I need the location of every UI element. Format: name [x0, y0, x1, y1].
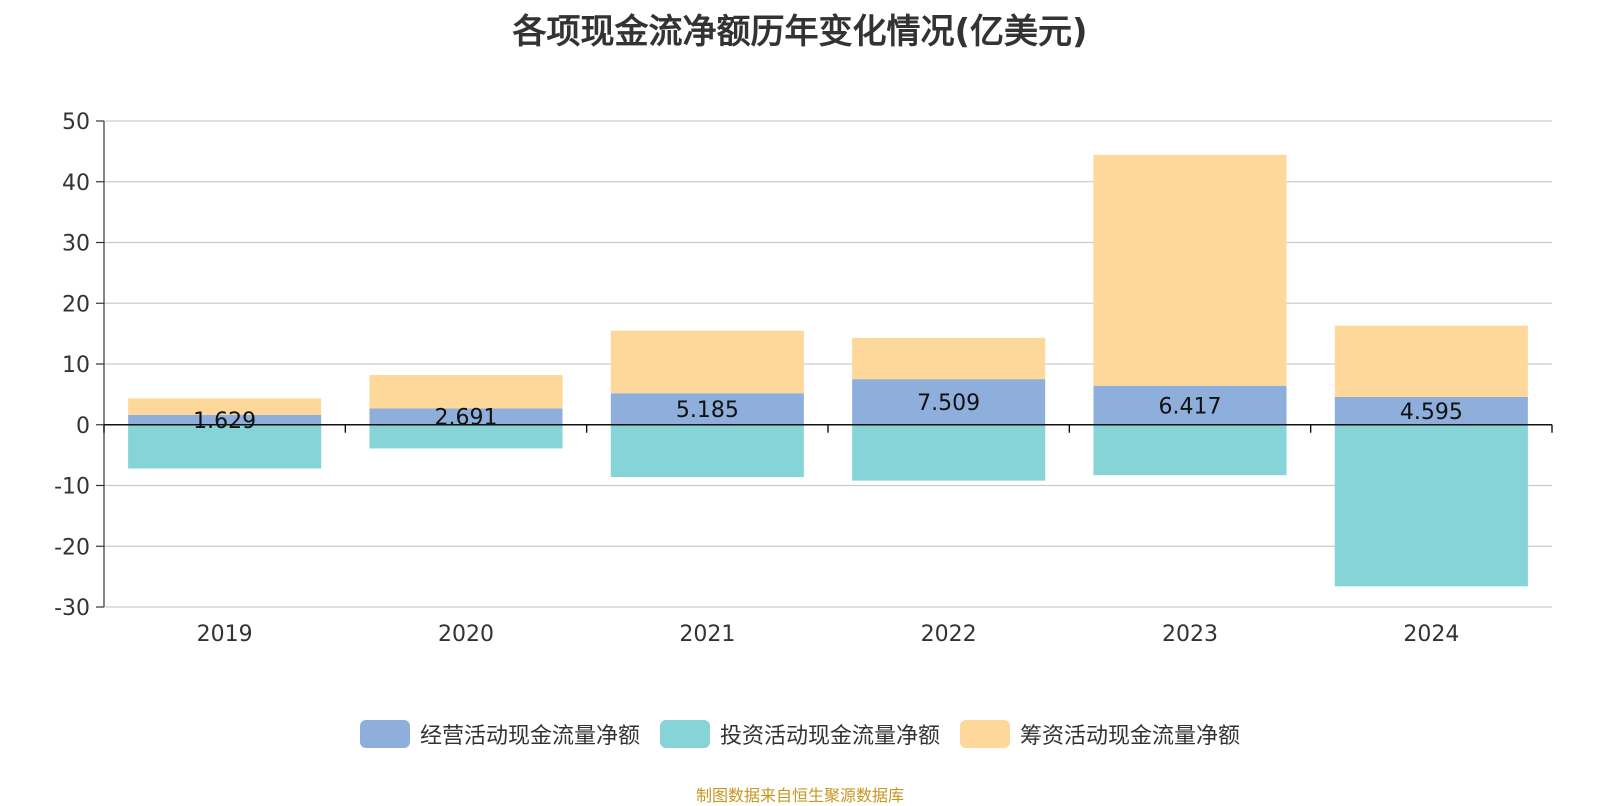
- bar-2-2024: [1334, 424, 1528, 587]
- bar-2-2023: [1093, 424, 1287, 476]
- bar-1-2023: [1093, 385, 1287, 425]
- y-tick-label: 20: [62, 292, 90, 317]
- bar-1-2024: [1334, 396, 1528, 425]
- legend-label: 投资活动现金流量净额: [719, 724, 940, 749]
- bar-3-2019: [128, 398, 322, 415]
- x-tick-label: 2024: [1403, 622, 1459, 647]
- y-tick-label: -30: [54, 596, 90, 621]
- y-tick-label: 40: [62, 171, 90, 196]
- bar-1-2020: [369, 408, 563, 425]
- grid-lines: [104, 120, 1552, 608]
- y-tick-label: -10: [54, 475, 90, 500]
- bar-2-2020: [369, 424, 563, 449]
- bar-3-2024: [1334, 325, 1528, 397]
- legend-item[interactable]: 筹资活动现金流量净额: [960, 718, 1240, 750]
- data-label: 7.509: [917, 391, 980, 416]
- legend: 经营活动现金流量净额 投资活动现金流量净额 筹资活动现金流量净额: [0, 718, 1600, 750]
- x-tick-label: 2022: [921, 622, 977, 647]
- data-label: 1.629: [193, 409, 256, 434]
- y-tick-label: 0: [76, 414, 90, 439]
- bar-2-2022: [852, 424, 1046, 481]
- x-tick-label: 2023: [1162, 622, 1218, 647]
- data-label: 4.595: [1400, 400, 1463, 425]
- legend-swatch: [659, 720, 710, 748]
- bar-1-2019: [128, 414, 322, 425]
- bar-3-2021: [610, 330, 804, 394]
- bar-group: [128, 154, 1528, 587]
- legend-label: 经营活动现金流量净额: [419, 724, 640, 749]
- legend-label: 筹资活动现金流量净额: [1020, 724, 1241, 749]
- x-tick-label: 2021: [679, 622, 735, 647]
- chart-title: 各项现金流净额历年变化情况(亿美元): [512, 12, 1088, 52]
- bar-2-2019: [128, 424, 322, 469]
- bar-3-2020: [369, 374, 563, 409]
- y-tick-label: 30: [62, 232, 90, 257]
- x-tick-label: 2020: [438, 622, 494, 647]
- data-label: 5.185: [676, 398, 739, 423]
- bar-3-2023: [1093, 154, 1287, 386]
- bar-1-2022: [852, 379, 1046, 425]
- bar-3-2022: [852, 337, 1046, 380]
- bar-2-2021: [610, 424, 804, 477]
- y-tick-label: 50: [62, 110, 90, 135]
- legend-item[interactable]: 经营活动现金流量净额: [359, 718, 640, 750]
- data-label: 6.417: [1159, 394, 1222, 419]
- legend-swatch: [960, 720, 1010, 748]
- x-tick-label: 2019: [197, 622, 253, 647]
- data-label: 2.691: [435, 406, 498, 431]
- data-labels: 1.629 2.691 5.185 7.509 6.417 4.595: [193, 391, 1463, 434]
- bar-1-2021: [610, 393, 804, 425]
- y-tick-label: -20: [54, 535, 90, 560]
- axes: -30 -20 -10 0 10 20 30 40 50 2019 2020 2021 2022 2023…: [54, 110, 1553, 647]
- legend-item[interactable]: 投资活动现金流量净额: [659, 718, 940, 750]
- legend-swatch: [359, 720, 410, 748]
- y-tick-label: 10: [62, 353, 90, 378]
- source-note: 制图数据来自恒生聚源数据库: [695, 786, 904, 805]
